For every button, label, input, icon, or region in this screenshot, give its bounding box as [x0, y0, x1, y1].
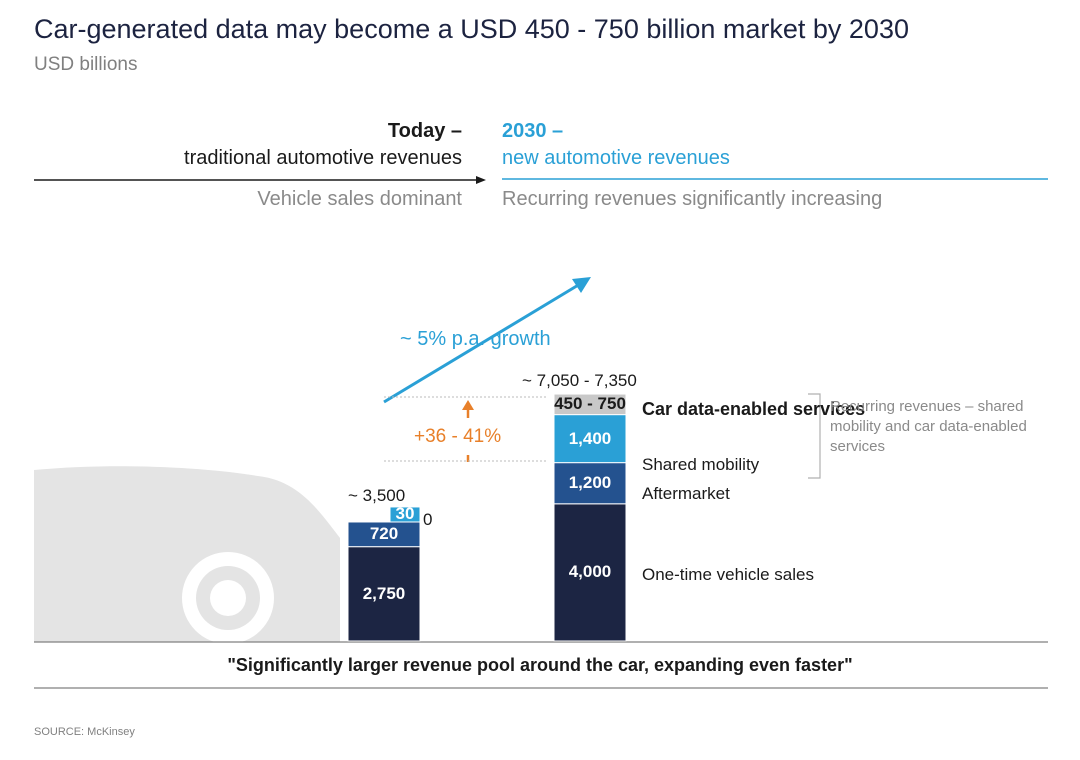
category-label-aftermarket: Aftermarket [642, 484, 730, 503]
value-label-2030-aftermarket: 1,200 [568, 473, 612, 493]
bar-today-shared-mobility [389, 506, 421, 523]
value-label-today-aftermarket: 720 [369, 524, 399, 544]
car-icon [34, 466, 340, 644]
growth-arrow-icon [383, 277, 591, 404]
bar-2030-vehicle-sales [553, 503, 627, 642]
value-label-today-shared-mobility: 30 [395, 504, 415, 524]
today-subheading: traditional automotive revenues [184, 147, 462, 169]
timeline-arrow-icon [476, 176, 486, 184]
value-label-2030-data-services: 450 - 750 [554, 394, 626, 414]
increase-annotation: +36 - 41% [414, 426, 502, 447]
data-services-label-today: 0 [423, 510, 433, 529]
bar-2030-shared-mobility [553, 414, 627, 464]
category-label-shared-mobility: Shared mobility [642, 455, 760, 474]
today-heading: Today – [387, 120, 462, 142]
future-description: Recurring revenues significantly increas… [502, 188, 883, 210]
value-label-today-vehicle-sales: 2,750 [362, 583, 406, 603]
recurring-bracket [808, 393, 821, 479]
future-heading: 2030 – [502, 120, 564, 142]
total-label-2030: ~ 7,050 - 7,350 [522, 371, 637, 390]
today-description: Vehicle sales dominant [257, 188, 462, 210]
category-label-vehicle-sales: One-time vehicle sales [642, 565, 814, 584]
page-subtitle: USD billions [34, 54, 138, 75]
future-subheading: new automotive revenues [502, 147, 730, 169]
bar-2030-data-services [553, 393, 627, 416]
page-title: Car-generated data may become a USD 450 … [34, 14, 909, 44]
value-label-2030-shared-mobility: 1,400 [568, 428, 612, 448]
total-label-today: ~ 3,500 [348, 486, 406, 505]
recurring-note: Recurring revenues – shared mobility and… [830, 398, 1027, 455]
value-label-2030-vehicle-sales: 4,000 [568, 562, 612, 582]
category-label-data-services: Car data-enabled services [642, 399, 866, 419]
bars-layer [347, 393, 627, 642]
growth-annotation: ~ 5% p.a. growth [400, 328, 551, 350]
footer-quote: "Significantly larger revenue pool aroun… [227, 655, 853, 675]
bar-today-aftermarket [347, 521, 421, 548]
source-note: SOURCE: McKinsey [34, 726, 135, 738]
